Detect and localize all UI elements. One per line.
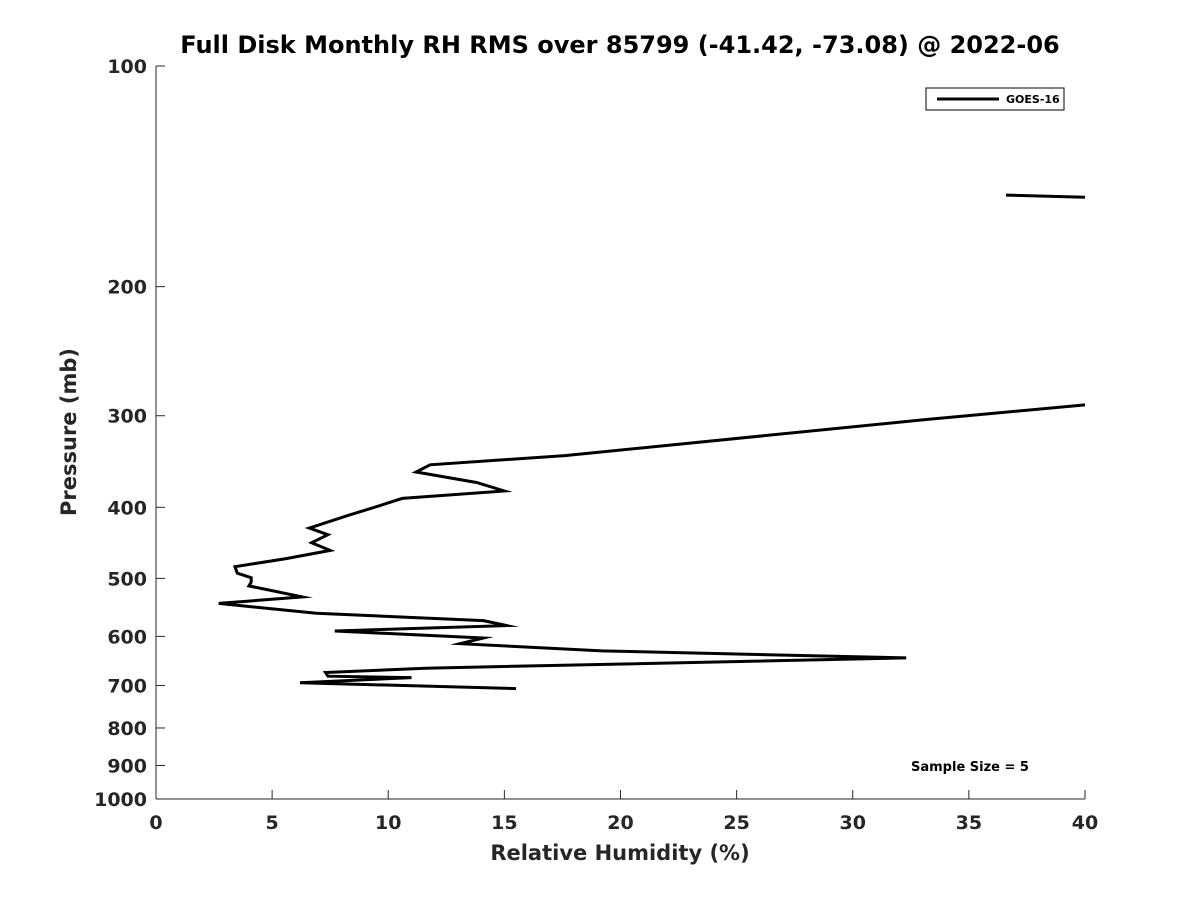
x-tick-label: 30	[840, 812, 866, 834]
x-axis-ticks: 0 5 10 15 20 25 30 35 40	[149, 790, 1098, 834]
y-tick-label: 800	[107, 718, 147, 740]
x-tick-label: 20	[607, 812, 633, 834]
sample-size-annotation: Sample Size = 5	[911, 760, 1029, 775]
series-line-goes-16-segment-1	[218, 403, 1086, 691]
y-tick-label: 1000	[94, 789, 147, 811]
series-layer	[218, 193, 1086, 691]
y-tick-label: 900	[107, 755, 147, 777]
y-tick-label: 600	[107, 626, 147, 648]
x-tick-label: 15	[491, 812, 517, 834]
x-tick-label: 25	[723, 812, 749, 834]
y-tick-label: 100	[107, 56, 147, 78]
series-line-goes-16-segment-0	[1005, 193, 1086, 199]
chart-title: Full Disk Monthly RH RMS over 85799 (-41…	[180, 31, 1060, 59]
y-tick-label: 200	[107, 277, 147, 299]
y-tick-label: 500	[107, 568, 147, 590]
y-axis-ticks: 100 200 300 400 500 600 700 800 900 1000	[94, 56, 165, 811]
y-tick-label: 700	[107, 675, 147, 697]
y-tick-label: 300	[107, 406, 147, 428]
x-tick-label: 5	[266, 812, 279, 834]
x-tick-label: 10	[375, 812, 401, 834]
legend-label: GOES-16	[1006, 93, 1060, 106]
y-tick-label: 400	[107, 497, 147, 519]
x-axis-label: Relative Humidity (%)	[490, 841, 749, 865]
legend: GOES-16	[925, 87, 1065, 111]
x-tick-label: 40	[1072, 812, 1098, 834]
x-tick-label: 0	[149, 812, 162, 834]
x-tick-label: 35	[956, 812, 982, 834]
y-axis-label: Pressure (mb)	[57, 348, 81, 516]
